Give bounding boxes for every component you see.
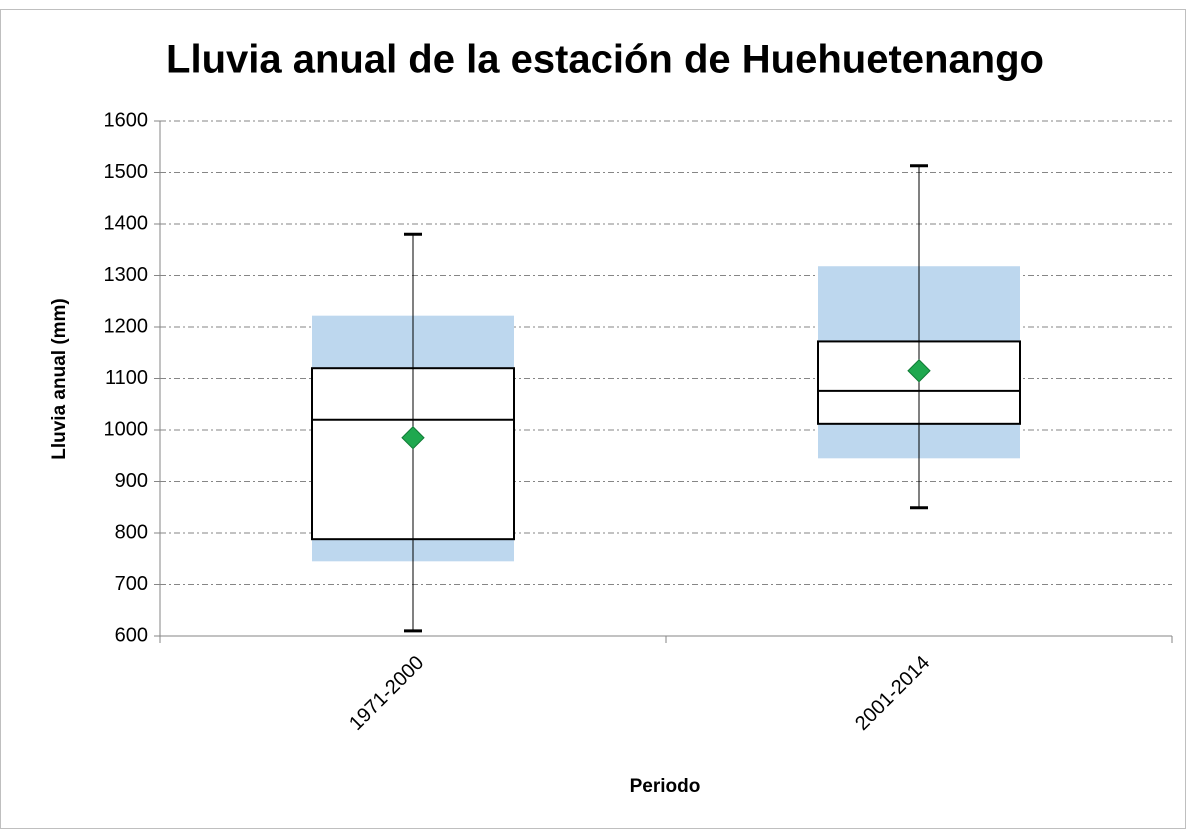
y-tick-label: 1500 — [104, 161, 149, 183]
y-tick-label: 800 — [115, 521, 148, 543]
y-tick-label: 1600 — [104, 109, 149, 131]
mean-marker — [401, 426, 425, 450]
chart-title: Lluvia anual de la estación de Huehueten… — [166, 38, 1044, 82]
x-axis-label: Periodo — [630, 776, 701, 797]
y-tick-label: 600 — [115, 624, 148, 646]
mean-marker — [907, 359, 931, 383]
y-tick-label: 1300 — [104, 264, 149, 286]
y-axis-label: Lluvia anual (mm) — [49, 298, 70, 460]
y-tick-label: 1200 — [104, 315, 149, 337]
y-tick-label: 1100 — [105, 367, 148, 389]
y-tick-label: 700 — [115, 573, 148, 595]
y-tick-label: 900 — [115, 470, 148, 492]
y-tick-label: 1400 — [104, 212, 149, 234]
y-tick-label: 1000 — [104, 418, 149, 440]
